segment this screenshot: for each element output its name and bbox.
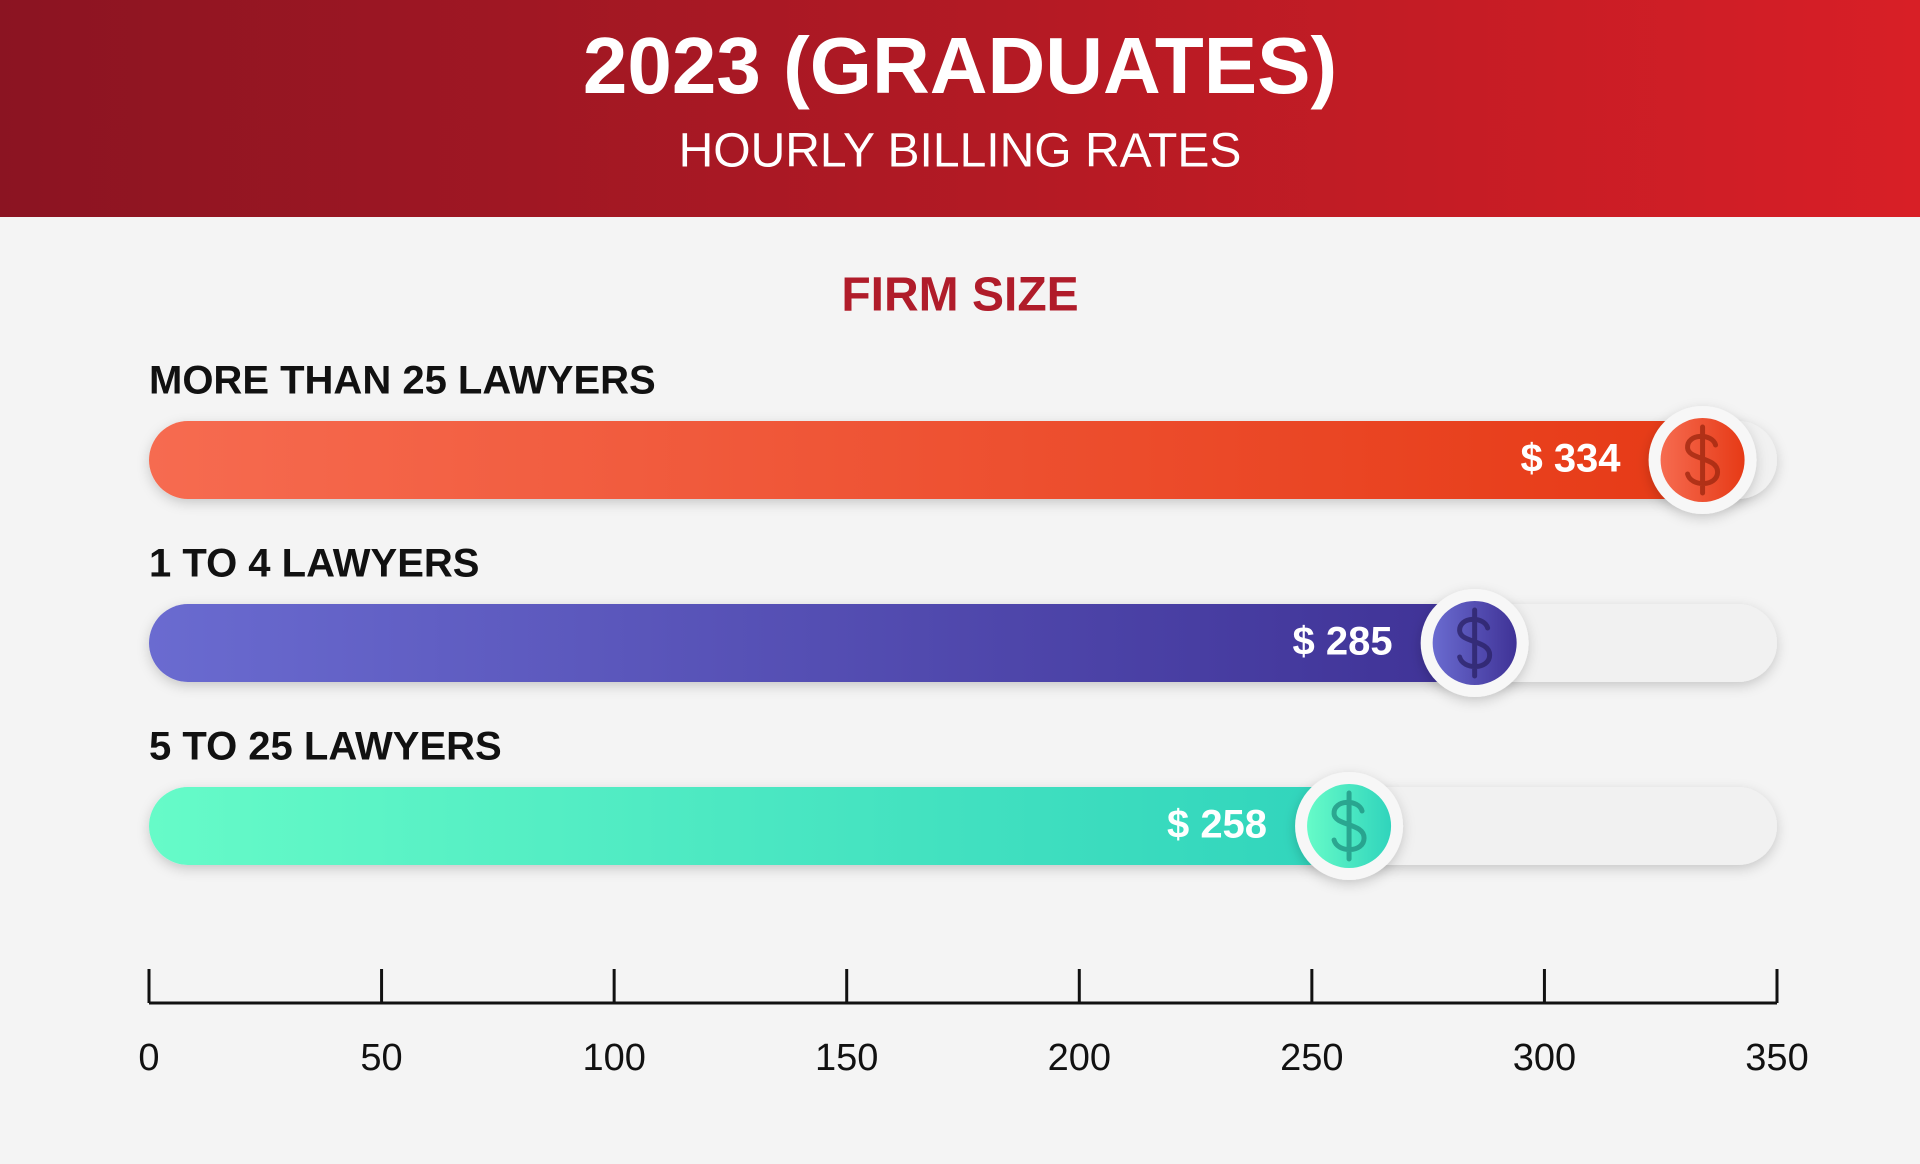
x-tick-label: 350 [1745, 1037, 1808, 1079]
value-label: $ 334 [1520, 437, 1621, 481]
chart-title: 2023 (GRADUATES) [583, 21, 1337, 110]
dollar-icon [1331, 790, 1367, 862]
x-tick-label: 0 [138, 1037, 159, 1079]
bar [149, 604, 1475, 682]
x-tick-label: 200 [1048, 1037, 1111, 1079]
header [0, 0, 1920, 217]
x-tick-label: 300 [1513, 1037, 1576, 1079]
x-tick-label: 150 [815, 1037, 878, 1079]
x-tick-label: 50 [360, 1037, 402, 1079]
value-label: $ 285 [1293, 620, 1393, 664]
category-label: 5 TO 25 LAWYERS [149, 725, 502, 769]
chart-subtitle: HOURLY BILLING RATES [679, 125, 1242, 178]
x-tick-label: 250 [1280, 1037, 1343, 1079]
category-label: MORE THAN 25 LAWYERS [149, 359, 656, 403]
category-label: 1 TO 4 LAWYERS [149, 542, 479, 586]
x-tick-label: 100 [582, 1037, 645, 1079]
bar [149, 421, 1703, 499]
heading: FIRM SIZE [841, 269, 1078, 322]
value-label: $ 258 [1167, 803, 1267, 847]
bar [149, 787, 1350, 865]
dollar-icon [1685, 424, 1721, 496]
dollar-icon [1457, 607, 1493, 679]
